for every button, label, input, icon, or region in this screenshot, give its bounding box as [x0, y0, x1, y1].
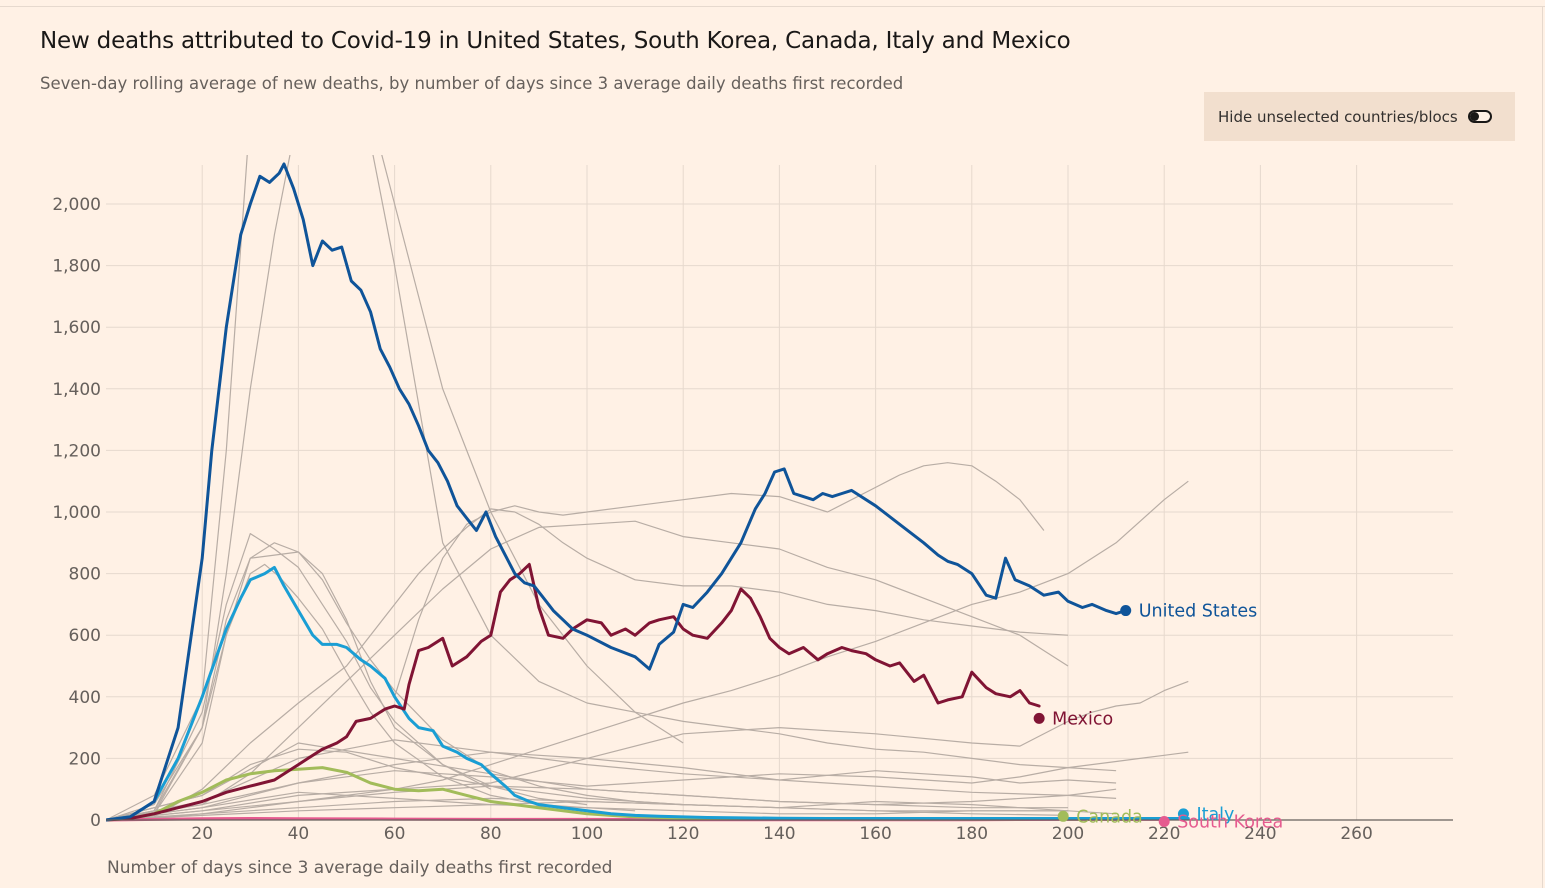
grid [106, 165, 1453, 820]
background-country-line [106, 751, 1189, 821]
series-label-united-states[interactable]: United States [1139, 602, 1258, 622]
background-country-line [106, 551, 492, 821]
series-label-italy[interactable]: Italy [1196, 805, 1234, 825]
series-label-mexico[interactable]: Mexico [1052, 709, 1113, 729]
y-tick-label: 1,600 [52, 318, 101, 338]
background-country-line [106, 751, 1117, 821]
end-dot-canada[interactable] [1057, 810, 1069, 822]
x-tick-label: 60 [384, 824, 406, 844]
y-tick-label: 1,800 [52, 257, 101, 277]
x-axis: 20 40 60 80 100 120 140 160 180 200 220 240 260 [106, 819, 1453, 844]
y-tick-label: 1,200 [52, 441, 101, 461]
chart-title: New deaths attributed to Covid-19 in Uni… [40, 28, 1071, 54]
background-country-line [106, 155, 1117, 821]
background-country-line [106, 542, 684, 821]
top-rule [0, 6, 1545, 7]
background-country-line [106, 785, 1068, 821]
end-dot-mexico[interactable] [1033, 712, 1045, 724]
toggle-knob [1469, 112, 1479, 121]
y-axis: 0 200 400 600 800 1,000 1,200 1,400 1,600 1,800 2,… [52, 195, 101, 831]
end-dot-united-states[interactable] [1120, 605, 1132, 617]
end-dot-south-korea[interactable] [1158, 816, 1170, 828]
x-tick-label: 180 [956, 824, 988, 844]
x-tick-label: 220 [1148, 824, 1180, 844]
series-label-south-korea[interactable]: South Korea [1177, 813, 1283, 833]
y-tick-label: 1,000 [52, 503, 101, 523]
series-labels: United States Mexico Italy Canada South Kore… [1033, 602, 1283, 833]
y-tick-label: 200 [69, 749, 101, 769]
background-country-line [394, 462, 1045, 697]
series-label-canada[interactable]: Canada [1076, 807, 1143, 827]
x-tick-label: 200 [1052, 824, 1084, 844]
y-tick-label: 0 [90, 811, 101, 831]
series-line-italy[interactable] [106, 565, 1190, 822]
x-tick-label: 20 [191, 824, 213, 844]
x-tick-label: 160 [859, 824, 891, 844]
y-tick-label: 1,400 [52, 380, 101, 400]
background-country-line [106, 739, 1117, 821]
background-country-line [106, 480, 1189, 821]
y-tick-label: 400 [69, 688, 101, 708]
x-tick-label: 120 [667, 824, 699, 844]
toggle-label: Hide unselected countries/blocs [1218, 107, 1458, 126]
x-tick-label: 140 [763, 824, 795, 844]
background-country-line [201, 520, 1069, 806]
background-country-line [106, 800, 1069, 821]
x-tick-label: 240 [1244, 824, 1276, 844]
y-tick-label: 2,000 [52, 195, 101, 215]
toggle-switch-icon[interactable] [1467, 110, 1492, 123]
x-tick-label: 40 [288, 824, 310, 844]
y-tick-label: 800 [69, 565, 101, 585]
chart-subtitle: Seven-day rolling average of new deaths,… [40, 74, 904, 93]
x-tick-label: 100 [571, 824, 603, 844]
y-tick-label: 600 [69, 626, 101, 646]
x-tick-label: 260 [1340, 824, 1372, 844]
background-country-line [106, 791, 1068, 821]
x-tick-label: 80 [480, 824, 502, 844]
series-line-mexico[interactable] [106, 562, 1041, 822]
highlighted-country-lines [106, 162, 1190, 822]
x-axis-title: Number of days since 3 average daily dea… [107, 858, 612, 878]
background-country-line [106, 680, 1189, 821]
hide-unselected-toggle[interactable]: Hide unselected countries/blocs [1204, 92, 1515, 141]
end-dot-italy[interactable] [1177, 808, 1189, 820]
right-rule [1542, 6, 1543, 888]
background-country-line [106, 508, 1069, 821]
series-line-united-states[interactable] [106, 162, 1128, 822]
